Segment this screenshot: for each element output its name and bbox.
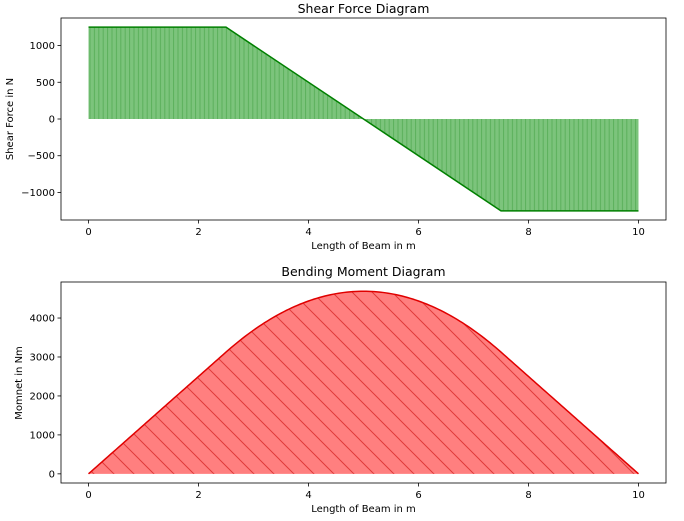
chart-title: Shear Force Diagram (298, 1, 430, 16)
y-tick-label: 500 (36, 78, 55, 89)
y-axis-label: Momnet in Nm (14, 346, 25, 420)
x-tick-label: 10 (632, 227, 645, 238)
x-tick-label: 6 (415, 490, 421, 501)
axis-ticks: 0 2 4 6 8 10 0 1000 2000 3000 4000 (30, 314, 645, 501)
x-tick-label: 4 (305, 490, 311, 501)
x-axis-label: Length of Beam in m (311, 504, 416, 515)
y-tick-label: 3000 (30, 352, 55, 363)
y-tick-label: −500 (28, 151, 55, 162)
y-tick-label: 2000 (30, 391, 55, 402)
x-tick-label: 2 (195, 490, 201, 501)
x-tick-label: 8 (525, 490, 531, 501)
x-tick-label: 4 (305, 227, 311, 238)
x-tick-label: 6 (415, 227, 421, 238)
bending-moment-chart: Bending Moment Diagram 0 2 4 6 8 10 0 1000 2000 3… (14, 264, 667, 515)
x-tick-label: 8 (525, 227, 531, 238)
y-tick-label: −1000 (21, 188, 55, 199)
plot-area (88, 26, 639, 212)
x-tick-label: 10 (632, 490, 645, 501)
axes-frame (60, 281, 667, 484)
plot-area (88, 290, 639, 475)
x-tick-label: 0 (85, 227, 91, 238)
y-tick-label: 0 (49, 469, 55, 480)
y-tick-label: 4000 (30, 314, 55, 325)
shear-force-chart: Shear Force Diagram 0 2 4 6 8 10 −1000 −500 0 500… (5, 1, 667, 252)
x-tick-label: 2 (195, 227, 201, 238)
y-axis-label: Shear Force in N (5, 78, 16, 160)
series-line (88, 290, 639, 475)
chart-title: Bending Moment Diagram (281, 264, 445, 279)
x-axis-label: Length of Beam in m (311, 241, 416, 252)
y-tick-label: 0 (49, 115, 55, 126)
y-tick-label: 1000 (30, 430, 55, 441)
series-line (88, 26, 639, 212)
area-hatch (88, 291, 639, 474)
y-tick-label: 1000 (30, 41, 55, 52)
x-tick-label: 0 (85, 490, 91, 501)
axis-ticks: 0 2 4 6 8 10 −1000 −500 0 500 1000 (21, 41, 645, 238)
